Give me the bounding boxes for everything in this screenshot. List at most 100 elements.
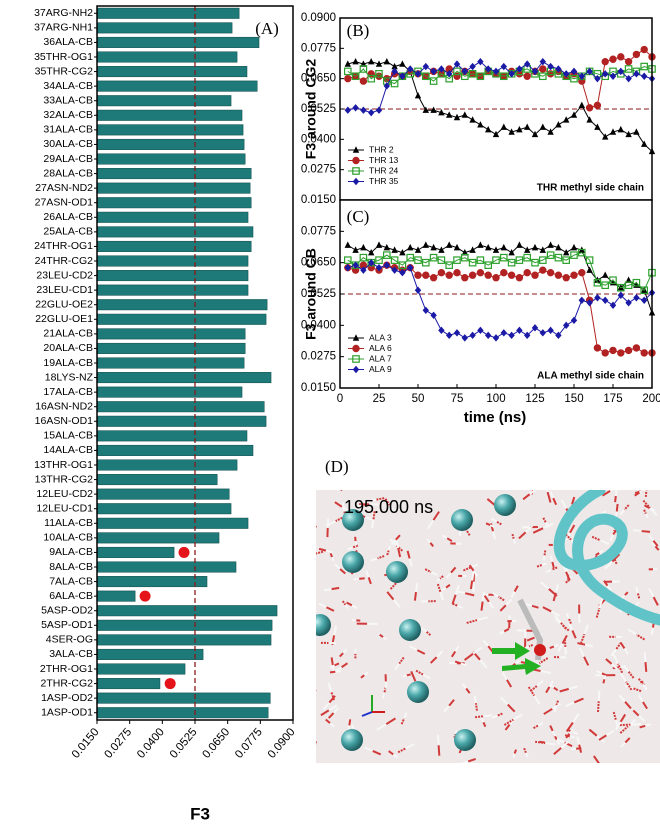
category-label: 21ALA-CB (43, 328, 93, 340)
bar (97, 489, 229, 499)
bar (97, 256, 248, 266)
water-bond (599, 690, 600, 701)
ion-sphere (494, 494, 516, 516)
y-tick-label: 0.0900 (301, 12, 336, 24)
category-label: 24THR-CG2 (35, 255, 94, 267)
x-axis-title: F3 (190, 804, 210, 823)
water-bond (383, 693, 384, 698)
bar (97, 168, 251, 178)
legend-label: THR 2 (369, 144, 394, 154)
point (610, 347, 616, 353)
category-label: 34ALA-CB (43, 80, 93, 92)
bar (97, 314, 266, 324)
category-label: 22GLU-OE1 (35, 313, 93, 325)
category-label: 27ASN-ND2 (35, 182, 93, 194)
water-bond (645, 652, 646, 662)
point (360, 78, 366, 84)
bar (97, 241, 251, 251)
point (477, 269, 483, 275)
panel-label: (D) (325, 457, 349, 476)
category-label: 15ALA-CB (43, 430, 93, 442)
point (540, 267, 546, 273)
point (532, 272, 538, 278)
bar (97, 431, 247, 441)
bar (97, 605, 277, 615)
bar (97, 474, 217, 484)
water-bond (359, 578, 365, 579)
water-bond (600, 765, 606, 774)
y-tick-label: 0.0150 (301, 194, 336, 206)
category-label: 22GLU-OE2 (35, 298, 93, 310)
bar (97, 125, 243, 135)
legend-marker (353, 157, 359, 163)
point (501, 269, 507, 275)
category-label: 27ASN-OD1 (35, 196, 94, 208)
category-label: 36ALA-CB (43, 36, 93, 48)
category-label: 6ALA-CB (49, 590, 93, 602)
water-bond (515, 750, 516, 754)
category-label: 17ALA-CB (43, 386, 93, 398)
ion-sphere (386, 561, 408, 583)
legend-label: THR 35 (369, 176, 399, 186)
water-bond (570, 736, 575, 737)
category-label: 35THR-OG1 (34, 51, 93, 63)
water-bond (604, 675, 605, 679)
x-tick-label: 0.0775 (233, 726, 265, 761)
panel-label: (C) (347, 207, 370, 226)
legend-label: THR 13 (369, 155, 399, 165)
bar (97, 81, 257, 91)
water-bond (324, 589, 332, 590)
category-label: 18LYS-NZ (45, 371, 94, 383)
category-label: 2THR-CG2 (40, 677, 93, 689)
point (579, 269, 585, 275)
y-tick-label: 0.0150 (301, 382, 336, 394)
water-bond (354, 579, 360, 580)
bar (97, 562, 236, 572)
bar (97, 649, 203, 659)
y-tick-label: 0.0275 (301, 351, 336, 363)
x-axis-title: time (ns) (464, 409, 527, 426)
water-bond (334, 483, 338, 487)
category-label: 35THR-CG2 (35, 65, 94, 77)
y-tick-label: 0.0275 (301, 164, 336, 176)
legend-marker (353, 345, 359, 351)
water-bond (315, 741, 316, 746)
category-label: 5ASP-OD1 (41, 619, 93, 631)
water-bond (545, 743, 555, 744)
point (485, 272, 491, 278)
point (602, 350, 608, 356)
bar (97, 533, 219, 543)
water-bond (338, 487, 342, 491)
bar (97, 154, 245, 164)
point (618, 54, 624, 60)
bar (97, 445, 253, 455)
ion-sphere (451, 509, 473, 531)
water-bond (544, 555, 545, 560)
bar (97, 503, 231, 513)
water-bond (642, 531, 650, 532)
category-label: 9ALA-CB (49, 546, 93, 558)
ion-sphere (399, 619, 421, 641)
category-label: 3ALA-CB (49, 648, 93, 660)
water-bond (615, 496, 616, 502)
point (469, 272, 475, 278)
water-bond (633, 530, 641, 531)
point (430, 275, 436, 281)
ion-sphere (342, 551, 364, 573)
annotation: THR methyl side chain (537, 183, 644, 194)
water-bond (403, 675, 407, 676)
point (508, 272, 514, 278)
water-bond (652, 628, 653, 636)
water-bond (483, 592, 484, 601)
legend-label: THR 24 (369, 165, 399, 175)
x-tick-label: 175 (603, 393, 622, 405)
point (625, 347, 631, 353)
ion-sphere (454, 729, 476, 751)
water-bond (438, 735, 439, 746)
bar (97, 37, 259, 47)
bar (97, 591, 135, 601)
point (618, 350, 624, 356)
water-bond (481, 601, 482, 610)
x-tick-label: 100 (486, 393, 505, 405)
x-tick-label: 50 (412, 393, 425, 405)
